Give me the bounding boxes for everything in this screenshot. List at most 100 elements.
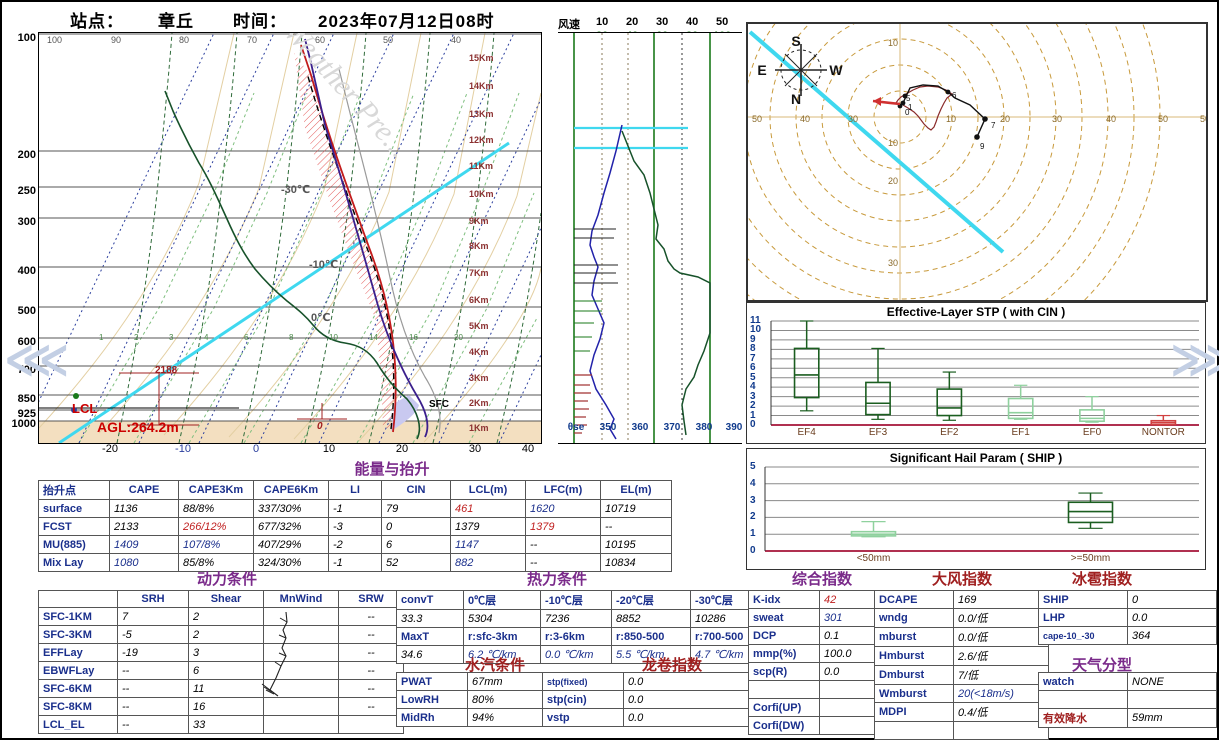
table-row[interactable]: wndg 0.0/低 <box>874 608 1049 628</box>
table-row[interactable]: EFFLay -19 3 -- <box>38 643 404 662</box>
table-row[interactable]: watch NONE <box>1038 672 1217 691</box>
thermal-v1-2: 7236 <box>540 609 612 628</box>
table-row[interactable]: SFC-8KM -- 16 -- <box>38 697 404 716</box>
table-row[interactable]: Dmburst 7/低 <box>874 665 1049 685</box>
skewt-diagram[interactable]: 100 90 80 70 60 50 40 15Km 14Km 13Km 12Km 11Km 10Km… <box>38 32 542 444</box>
skewt-mixing-ratio-labels: 1 2 3 4 6 8 10 14 16 20 <box>39 333 541 345</box>
dyn-header-3: MnWind <box>263 590 339 608</box>
table-row[interactable]: sweat 301 <box>748 608 887 627</box>
lcl-annotation: LCL <box>72 401 98 416</box>
dyn-header-0 <box>38 590 118 608</box>
composite-label: scp(R) <box>748 662 820 681</box>
table-row[interactable]: PWAT 67mm <box>396 672 555 691</box>
table-row[interactable]: Mix Lay 1080 85/8% 324/30% -1 52 882 -- 10834 <box>38 553 672 572</box>
wind-index-value: 2.6/低 <box>953 646 1049 666</box>
table-row[interactable]: K-idx 42 <box>748 590 887 609</box>
weather-type-label: 有效降水 <box>1038 708 1128 728</box>
table-row[interactable]: Corfi(DW) <box>748 716 887 735</box>
table-row[interactable]: SFC-6KM -- 11 -- <box>38 679 404 698</box>
svg-text:20: 20 <box>1000 114 1010 124</box>
svg-text:30: 30 <box>848 114 858 124</box>
table-row[interactable]: DCP 0.1 <box>748 626 887 645</box>
y-tick-4: 4 <box>750 381 756 393</box>
table-row[interactable]: vstp 0.0 <box>542 708 751 727</box>
table-row[interactable]: mburst 0.0/低 <box>874 627 1049 647</box>
energy-header-3: CAPE6Km <box>253 480 329 500</box>
sfc-marker-label: SFC <box>429 399 449 410</box>
composite-section-title: 综合指数 <box>791 570 852 588</box>
mixing-ratio-2: 2 <box>134 333 139 342</box>
dynamics-table[interactable]: SRH Shear MnWind SRW SFC-1KM 7 2 -- SFC-3KM -5 2 … <box>38 590 404 734</box>
table-row[interactable]: surface 1136 88/8% 337/30% -1 79 461 1620 10719 <box>38 499 672 518</box>
moisture-table[interactable]: PWAT 67mm LowRH 80% MidRh 94% <box>396 672 555 727</box>
temp-tick-40: 40 <box>521 443 535 455</box>
hail-index-table[interactable]: SHIP 0 LHP 0.0 cape-10_-30 364 <box>1038 590 1217 645</box>
table-row[interactable]: stp(cin) 0.0 <box>542 690 751 709</box>
table-row[interactable]: LCL_EL -- 33 <box>38 715 404 734</box>
table-row[interactable]: SFC-1KM 7 2 -- <box>38 607 404 626</box>
table-row[interactable]: Hmburst 2.6/低 <box>874 646 1049 666</box>
energy-cell: 79 <box>381 499 451 518</box>
energy-header-2: CAPE3Km <box>178 480 254 500</box>
table-row[interactable]: LHP 0.0 <box>1038 608 1217 627</box>
hodograph-panel[interactable]: 10 10 20 30 10 20 30 40 50 50 50 40 30 01 5 6 7 9… <box>746 22 1208 302</box>
moisture-label: PWAT <box>396 672 468 691</box>
svg-text:7: 7 <box>991 121 996 130</box>
table-row[interactable]: Wmburst 20(<18m/s) <box>874 684 1049 703</box>
table-row[interactable]: MidRh 94% <box>396 708 555 727</box>
energy-header-7: LFC(m) <box>525 480 601 500</box>
svg-text:50: 50 <box>1158 114 1168 124</box>
table-row[interactable]: mmp(%) 100.0 <box>748 644 887 663</box>
energy-cell: -1 <box>328 553 382 572</box>
weather-type-table[interactable]: watch NONE 有效降水 59mm <box>1038 672 1217 728</box>
thetae-tick-350: 350 <box>599 422 617 433</box>
mixing-ratio-14: 14 <box>369 333 378 342</box>
x-tick-EF4: EF4 <box>797 427 816 438</box>
energy-table[interactable]: 抬升点 CAPE CAPE3Km CAPE6Km LI CIN LCL(m) LFC(m) EL… <box>38 480 672 572</box>
isotherm-label-m30: -30℃ <box>281 184 311 196</box>
table-row[interactable] <box>1038 690 1217 709</box>
svg-text:50: 50 <box>752 114 762 124</box>
table-row[interactable]: convT 0℃层 -10℃层 -20℃层 -30℃层 <box>396 590 770 610</box>
tornado-table[interactable]: stp(fixed) 0.0 stp(cin) 0.0 vstp 0.0 <box>542 672 751 727</box>
table-row[interactable]: scp(R) 0.0 <box>748 662 887 681</box>
skewt-top-temp--70: 70 <box>247 35 258 45</box>
table-row[interactable]: 33.3 5304 7236 8852 10286 <box>396 609 770 628</box>
sfc-zero-label: 0 <box>317 421 323 432</box>
dyn-row-label: SFC-3KM <box>38 625 118 644</box>
table-row[interactable] <box>874 721 1049 740</box>
thermal-table[interactable]: convT 0℃层 -10℃层 -20℃层 -30℃层 33.3 5304 7236 8852 1… <box>396 590 770 664</box>
table-row[interactable]: stp(fixed) 0.0 <box>542 672 751 691</box>
table-row[interactable]: MaxT r:sfc-3km r:3-6km r:850-500 r:700-500 <box>396 627 770 646</box>
hail-index-label: SHIP <box>1038 590 1128 609</box>
table-row[interactable]: LowRH 80% <box>396 690 555 709</box>
table-row[interactable] <box>748 680 887 699</box>
table-row[interactable]: 有效降水 59mm <box>1038 708 1217 728</box>
height-label-7Km: 7Km <box>469 268 489 278</box>
dyn-srw-cell: -- <box>338 643 404 662</box>
y-tick-0: 0 <box>750 545 756 556</box>
table-row[interactable]: FCST 2133 266/12% 677/32% -3 0 1379 1379 -- <box>38 517 672 536</box>
thermal-h1-0: convT <box>396 590 464 610</box>
table-row[interactable]: EBWFLay -- 6 -- <box>38 661 404 680</box>
thetae-label: θse <box>567 422 585 433</box>
table-row[interactable]: Corfi(UP) <box>748 698 887 717</box>
pressure-label-1000: 1000 <box>11 418 36 430</box>
weather-type-label: watch <box>1038 672 1128 691</box>
table-row[interactable]: 34.6 6.2 ℃/km 0.0 ℃/km 5.5 ℃/km 4.7 ℃/km <box>396 645 770 664</box>
composite-index-table[interactable]: K-idx 42 sweat 301 DCP 0.1 mmp(%) 100.0 scp(R) 0.… <box>748 590 887 735</box>
table-row[interactable]: SFC-3KM -5 2 -- <box>38 625 404 644</box>
x-tick-EF3: EF3 <box>868 427 888 438</box>
table-row[interactable]: MU(885) 1409 107/8% 407/29% -2 6 1147 -- 10195 <box>38 535 672 554</box>
table-row[interactable]: SHIP 0 <box>1038 590 1217 609</box>
table-row[interactable]: cape-10_-30 364 <box>1038 626 1217 645</box>
ship-box-chart[interactable]: Significant Hail Param ( SHIP ) 0 1 2 3 4 5 <… <box>746 448 1206 570</box>
hail-index-value: 0 <box>1127 590 1217 609</box>
energy-cell: 107/8% <box>178 535 254 554</box>
thermal-v2-1: 6.2 ℃/km <box>463 645 541 664</box>
table-row[interactable]: DCAPE 169 <box>874 590 1049 609</box>
wind-humidity-panel[interactable] <box>558 32 742 444</box>
wind-index-table[interactable]: DCAPE 169 wndg 0.0/低 mburst 0.0/低 Hmburst 2.6/低… <box>874 590 1049 740</box>
table-row[interactable]: MDPI 0.4/低 <box>874 702 1049 722</box>
